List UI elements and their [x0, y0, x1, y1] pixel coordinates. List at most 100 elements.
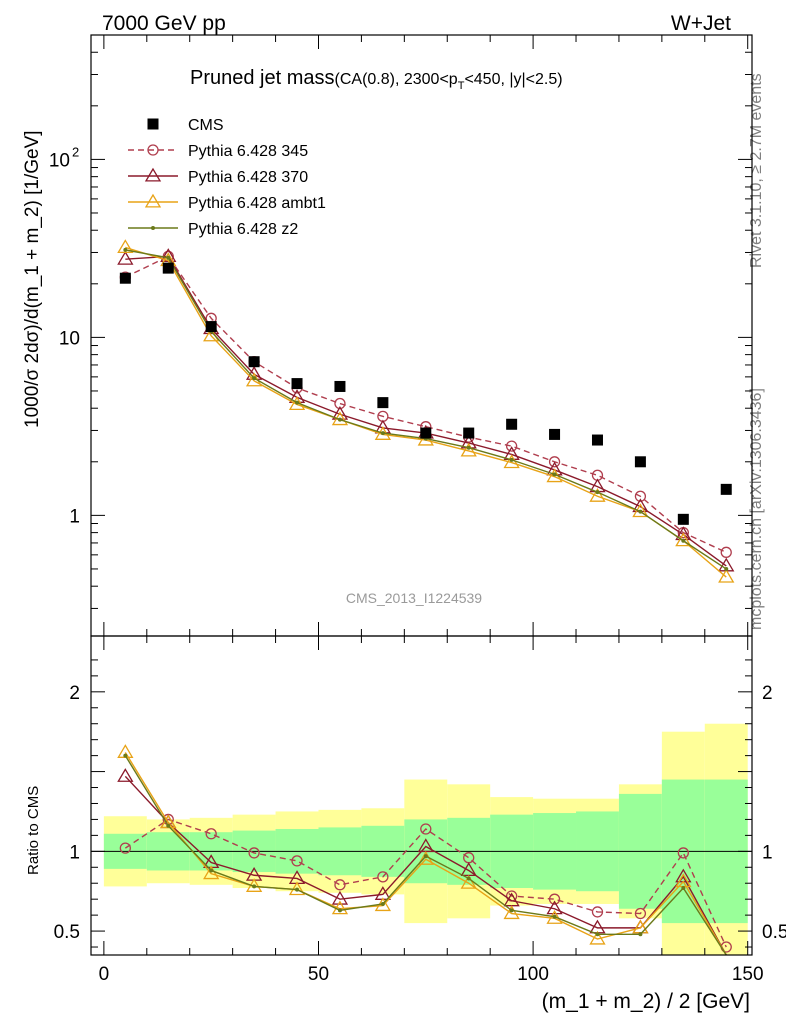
- title-main: Pruned jet mass: [190, 67, 335, 89]
- cms-data-point: [591, 434, 603, 446]
- cms-data-point: [506, 418, 518, 430]
- x-tick-label: 100: [517, 964, 549, 985]
- cms-data-point: [677, 513, 689, 525]
- series-point-3: [681, 538, 686, 543]
- ratio-y-axis-label: Ratio to CMS: [25, 786, 42, 875]
- cms-data-point: [463, 427, 475, 439]
- series-point-2: [460, 442, 477, 457]
- cms-data-point: [720, 483, 732, 495]
- ratio-point-0: [119, 842, 131, 854]
- legend-label-4: Pythia 6.428 z2: [188, 221, 298, 238]
- legend-marker-2: [144, 167, 162, 182]
- ratio-point-3: [166, 823, 171, 828]
- watermark: CMS_2013_I1224539: [346, 590, 482, 606]
- ratio-point-3: [123, 753, 128, 758]
- series-line-0: [125, 255, 727, 553]
- series-point-0: [334, 397, 346, 410]
- ratio-line-0: [124, 818, 727, 948]
- series-point-2: [117, 239, 134, 254]
- y-axis-label: 1000/σ 2dσ)/d(m_1 + m_2) [1/GeV]: [22, 130, 43, 428]
- ratio-tick-label-right: 1: [762, 842, 773, 863]
- ratio-point-2: [288, 881, 306, 896]
- legend-marker-1: [147, 144, 159, 156]
- ratio-point-2: [546, 910, 563, 924]
- ratio-point-3: [466, 876, 471, 881]
- cms-data-point: [291, 378, 303, 390]
- series-point-2: [589, 488, 606, 502]
- ratio-point-3: [681, 886, 686, 891]
- series-point-3: [337, 417, 342, 422]
- ratio-point-0: [548, 893, 561, 905]
- chart-title: Pruned jet mass(CA(0.8), 2300<pT<450, |y…: [190, 67, 563, 92]
- ratio-point-1: [331, 890, 349, 905]
- cms-data-point: [420, 427, 432, 439]
- series-line-3: [125, 249, 727, 570]
- series-point-3: [595, 490, 600, 495]
- ratio-point-3: [423, 854, 428, 859]
- ratio-point-3: [252, 884, 257, 889]
- ratio-point-2: [589, 930, 606, 945]
- series-line-2: [125, 246, 727, 578]
- ratio-tick-label-left: 2: [69, 683, 80, 704]
- title-sub: (CA(0.8), 2300<p: [335, 71, 458, 88]
- series-point-2: [718, 568, 735, 583]
- ratio-point-1: [546, 900, 563, 915]
- ratio-point-0: [377, 871, 389, 883]
- header-left: 7000 GeV pp: [102, 12, 226, 35]
- series-point-3: [724, 566, 729, 571]
- ratio-point-2: [460, 874, 477, 889]
- series-point-0: [505, 440, 518, 452]
- series-point-3: [295, 400, 300, 405]
- series-line-1: [125, 255, 727, 567]
- series-point-0: [720, 546, 732, 558]
- x-tick-label: 50: [308, 964, 329, 985]
- ratio-point-3: [595, 932, 600, 937]
- ratio-tick-label-left: 1: [69, 842, 80, 863]
- ratio-point-0: [677, 847, 689, 859]
- ratio-frame: [90, 635, 753, 956]
- series-point-3: [252, 376, 257, 381]
- cms-data-point: [377, 397, 389, 409]
- title-sub-end: <450, |y|<2.5): [464, 71, 562, 88]
- ratio-point-0: [205, 828, 217, 840]
- series-point-0: [548, 456, 561, 468]
- series-point-3: [552, 472, 557, 477]
- ratio-point-2: [331, 900, 349, 915]
- cms-data-point: [634, 456, 646, 468]
- series-point-3: [380, 431, 385, 436]
- cms-data-point: [119, 272, 131, 284]
- cms-data-point: [162, 262, 174, 274]
- legend-label-3: Pythia 6.428 ambt1: [188, 195, 326, 212]
- side-note-mcplots: mcplots.cern.ch [arXiv:1306.3436]: [748, 388, 765, 630]
- ratio-point-0: [420, 823, 432, 835]
- legend-marker-0: [147, 118, 159, 130]
- x-axis-label: (m_1 + m_2) / 2 [GeV]: [542, 990, 750, 1013]
- ratio-point-3: [337, 908, 342, 913]
- legend-label-0: CMS: [188, 117, 224, 134]
- y-tick-label-100: 10: [49, 150, 70, 171]
- title-sub-pt: T: [458, 80, 465, 92]
- ratio-tick-label-right: 0.5: [762, 922, 786, 943]
- ratio-line-2: [124, 752, 727, 956]
- series-point-2: [675, 532, 692, 547]
- series-point-3: [509, 457, 514, 462]
- ratio-point-3: [552, 914, 557, 919]
- ratio-point-2: [203, 865, 220, 880]
- ratio-point-2: [503, 905, 520, 920]
- legend-marker-3: [144, 193, 162, 208]
- cms-data-point: [549, 428, 561, 440]
- ratio-point-0: [291, 855, 303, 867]
- series-point-3: [466, 445, 471, 450]
- ratio-line-1: [124, 775, 727, 956]
- legend-label-2: Pythia 6.428 370: [188, 169, 308, 186]
- ratio-point-0: [591, 906, 604, 918]
- series-point-3: [638, 509, 643, 514]
- ratio-point-3: [638, 932, 643, 937]
- ratio-point-1: [117, 768, 134, 782]
- ratio-point-3: [209, 868, 214, 873]
- ratio-point-3: [295, 887, 300, 892]
- legend-label-1: Pythia 6.428 345: [188, 143, 308, 160]
- series-point-3: [166, 255, 171, 260]
- ratio-point-0: [334, 879, 346, 891]
